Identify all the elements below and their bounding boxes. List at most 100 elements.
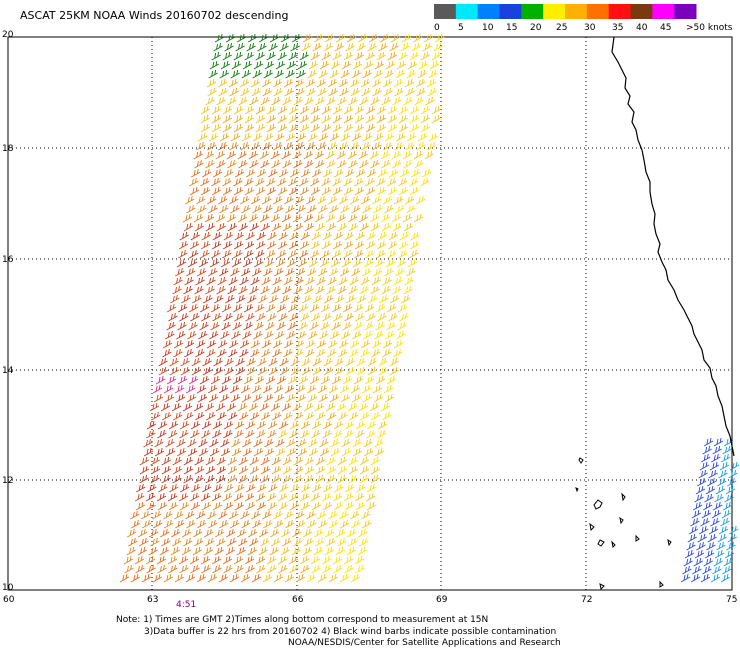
wind-barb bbox=[263, 132, 274, 142]
wind-barb bbox=[692, 501, 703, 511]
wind-barb bbox=[267, 168, 278, 178]
wind-barb bbox=[177, 321, 187, 331]
wind-barb bbox=[711, 453, 721, 463]
wind-barb bbox=[164, 519, 174, 529]
wind-barb bbox=[354, 123, 365, 133]
wind-barb bbox=[290, 42, 300, 52]
wind-barb bbox=[324, 546, 334, 556]
wind-barb bbox=[182, 402, 193, 412]
wind-barb bbox=[318, 69, 328, 79]
wind-barb bbox=[199, 321, 209, 331]
wind-barb bbox=[294, 339, 305, 349]
wind-barb bbox=[172, 456, 182, 466]
wind-barb bbox=[343, 51, 353, 61]
wind-barb bbox=[309, 303, 320, 313]
wind-barb bbox=[288, 240, 299, 250]
wind-barb bbox=[367, 366, 378, 376]
wind-barb bbox=[281, 150, 291, 160]
wind-barb bbox=[291, 546, 301, 556]
wind-barb bbox=[240, 573, 251, 583]
wind-barb bbox=[299, 177, 309, 187]
wind-barb bbox=[363, 438, 373, 448]
wind-barb bbox=[330, 60, 341, 70]
wind-barb bbox=[228, 411, 238, 421]
wind-barb bbox=[342, 321, 352, 331]
wind-barb bbox=[187, 447, 198, 457]
wind-barb bbox=[388, 231, 398, 241]
wind-barb bbox=[201, 429, 211, 439]
wind-barb bbox=[365, 177, 375, 187]
wind-barb bbox=[183, 285, 193, 295]
wind-barb bbox=[149, 402, 160, 412]
wind-barb bbox=[188, 375, 199, 385]
wind-barb bbox=[286, 438, 296, 448]
wind-barb bbox=[278, 420, 289, 430]
wind-barb bbox=[348, 456, 358, 466]
wind-barbs bbox=[119, 33, 740, 583]
wind-barb bbox=[322, 312, 332, 322]
wind-barb bbox=[365, 240, 376, 250]
wind-barb bbox=[701, 509, 712, 519]
wind-barb bbox=[238, 285, 248, 295]
wind-barb bbox=[373, 393, 384, 403]
wind-barb bbox=[136, 483, 146, 493]
wind-barb bbox=[348, 474, 358, 484]
wind-barb bbox=[346, 546, 356, 556]
wind-barb bbox=[257, 357, 267, 367]
wind-barb bbox=[238, 456, 248, 466]
wind-barb bbox=[174, 573, 185, 583]
wind-barb bbox=[264, 330, 274, 340]
wind-barb bbox=[324, 294, 334, 304]
wind-barb bbox=[290, 366, 301, 376]
wind-barb bbox=[700, 517, 710, 527]
wind-barb bbox=[244, 123, 255, 133]
wind-barb bbox=[168, 501, 179, 511]
wind-barb bbox=[225, 33, 236, 43]
wind-barb bbox=[222, 555, 233, 565]
wind-barb bbox=[211, 123, 222, 133]
wind-barb bbox=[306, 195, 316, 205]
wind-barb bbox=[208, 204, 218, 214]
wind-barb bbox=[272, 348, 282, 358]
wind-barb bbox=[193, 150, 203, 160]
wind-barb bbox=[336, 213, 347, 223]
wind-barb bbox=[268, 357, 278, 367]
wind-barb bbox=[240, 87, 250, 97]
wind-barb bbox=[150, 474, 160, 484]
wind-barb bbox=[255, 105, 266, 115]
wind-barb bbox=[420, 114, 431, 124]
wind-barb bbox=[421, 168, 432, 178]
wind-barb bbox=[344, 312, 354, 322]
wind-barb bbox=[215, 402, 226, 412]
wind-barb bbox=[305, 78, 316, 88]
wind-barb bbox=[169, 357, 179, 367]
wind-barb bbox=[260, 159, 270, 169]
wind-barb bbox=[272, 339, 283, 349]
wind-barb bbox=[306, 510, 316, 520]
wind-barb bbox=[261, 276, 271, 286]
wind-barb bbox=[174, 510, 184, 520]
wind-barb bbox=[209, 330, 219, 340]
wind-barb bbox=[185, 510, 195, 520]
wind-barb bbox=[727, 533, 737, 543]
wind-barb bbox=[702, 445, 712, 455]
wind-barb bbox=[253, 258, 264, 268]
wind-barb bbox=[321, 177, 331, 187]
wind-barb bbox=[253, 438, 263, 448]
wind-barb bbox=[222, 240, 233, 250]
wind-barb bbox=[212, 168, 223, 178]
wind-barb bbox=[262, 141, 272, 151]
wind-barb bbox=[203, 546, 213, 556]
wind-barb bbox=[216, 285, 226, 295]
wind-barb bbox=[682, 565, 692, 575]
wind-barb bbox=[145, 555, 156, 565]
wind-barb bbox=[244, 240, 255, 250]
wind-barb bbox=[213, 366, 224, 376]
wind-barb bbox=[398, 177, 408, 187]
wind-barb bbox=[302, 528, 313, 538]
wind-barb bbox=[307, 69, 317, 79]
wind-barb bbox=[193, 402, 204, 412]
wind-barb bbox=[361, 87, 371, 97]
island bbox=[599, 583, 605, 591]
wind-barb bbox=[329, 132, 340, 142]
